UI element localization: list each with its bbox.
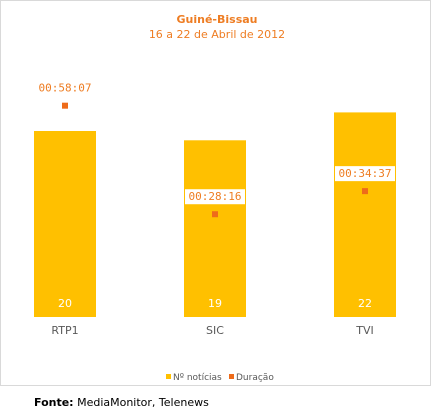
bars-layer: 20 19 22 xyxy=(34,112,396,318)
duration-marker-rtp1 xyxy=(62,102,68,109)
chart-frame: Guiné-Bissau 16 a 22 de Abril de 2012 20… xyxy=(0,0,431,386)
duration-label-box xyxy=(335,166,395,182)
legend-label-news: Nº notícias xyxy=(173,373,222,383)
category-label: SIC xyxy=(206,324,224,337)
bar-value-label: 22 xyxy=(358,297,372,310)
bar-value-label: 19 xyxy=(208,297,222,310)
duration-label: 00:28:16 xyxy=(189,190,242,203)
duration-marker-tvi xyxy=(362,188,368,195)
duration-label: 00:34:37 xyxy=(339,167,392,180)
legend-label-duration: Duração xyxy=(236,373,274,383)
category-label: RTP1 xyxy=(51,324,78,337)
chart-subtitle: 16 a 22 de Abril de 2012 xyxy=(149,28,285,41)
legend: Nº notícias Duração xyxy=(166,373,274,383)
bar-sic xyxy=(184,140,246,317)
bar-value-label: 20 xyxy=(58,297,72,310)
duration-layer: 00:58:07 00:28:16 00:34:37 xyxy=(39,82,395,218)
source-note: Fonte: MediaMonitor, Telenews xyxy=(34,396,209,409)
category-label: TVI xyxy=(355,324,374,337)
duration-marker-sic xyxy=(212,211,218,218)
category-axis: RTP1 SIC TVI xyxy=(51,324,373,337)
chart-title: Guiné-Bissau xyxy=(177,13,258,26)
source-text: MediaMonitor, Telenews xyxy=(73,396,209,409)
legend-swatch-duration xyxy=(229,374,234,379)
duration-label: 00:58:07 xyxy=(39,82,92,95)
chart-svg: Guiné-Bissau 16 a 22 de Abril de 2012 20… xyxy=(34,13,396,383)
bar-rtp1 xyxy=(34,131,96,317)
duration-label-box xyxy=(185,189,245,205)
source-label: Fonte: xyxy=(34,396,74,409)
legend-swatch-news xyxy=(166,374,171,379)
bar-tvi xyxy=(334,112,396,318)
